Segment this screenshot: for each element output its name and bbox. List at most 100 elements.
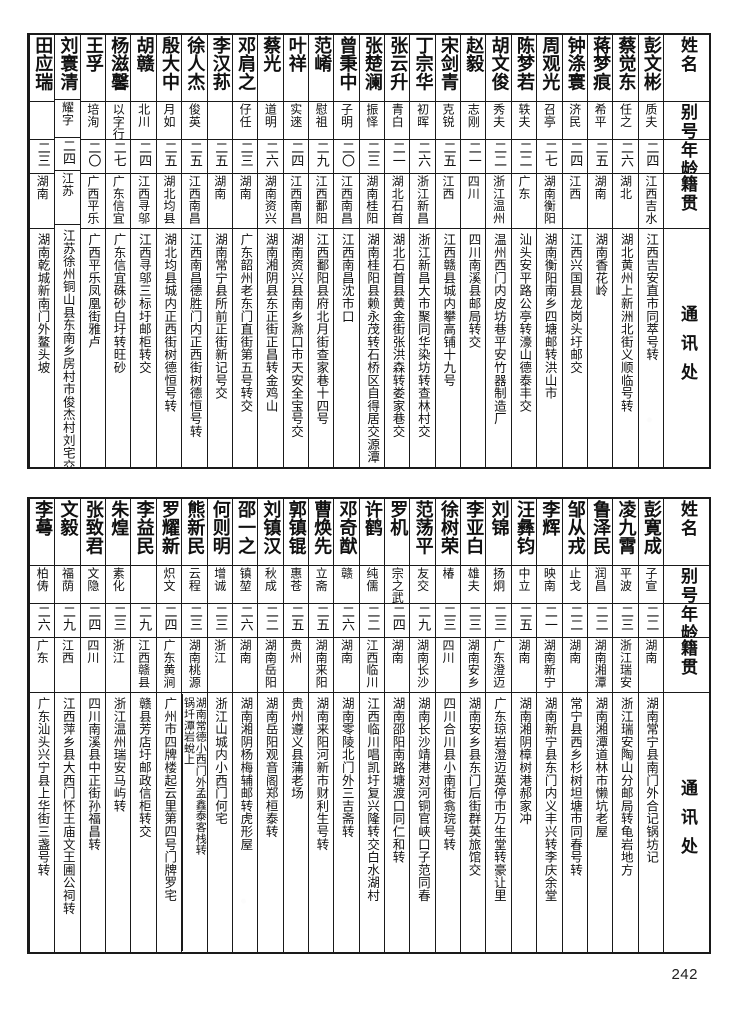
entry-alias: 济民 xyxy=(562,101,587,139)
entry-native-place: 江西 xyxy=(55,637,80,692)
entry-alias: 惠苍 xyxy=(283,565,308,603)
entry-age: 二七 xyxy=(537,139,562,173)
entry-alias: 平波 xyxy=(613,565,638,603)
entry-name: 杨滋馨 xyxy=(108,36,130,91)
entry-native-place: 广东 xyxy=(30,637,55,692)
entry-name: 彭寛成 xyxy=(640,500,662,555)
entry-native-place: 江西寻邬 xyxy=(131,173,156,228)
entry-native-place: 湖北石首 xyxy=(385,173,410,228)
entry-age: 二二 xyxy=(587,603,613,637)
roster-entry-column: 宋剑青 克锐 二五 江西 江西赣县城内攀高铺十九号 xyxy=(434,35,461,467)
header-cell-native_place: 籍贯 xyxy=(664,637,709,692)
entry-alias: 道明 xyxy=(258,101,283,139)
entry-native-place: 浙江温州 xyxy=(486,173,511,228)
entry-native-place: 广东信宜 xyxy=(106,173,131,228)
entry-age: 二四 xyxy=(385,603,410,637)
entry-native-place: 湖南 xyxy=(232,173,258,228)
entry-age: 二一 xyxy=(537,603,562,637)
entry-name: 周观光 xyxy=(539,36,561,91)
entry-address: 湖北均县城内正西街树德恒号转 xyxy=(156,228,182,467)
roster-entry-column: 李蕚 柏俦 二六 广东 广东汕头兴宁县上华街三盏号转 xyxy=(29,499,55,952)
entry-address: 江西寻邬三标圩邮柜转交 xyxy=(131,228,156,467)
entry-age: 二二 xyxy=(562,603,587,637)
entry-age: 二四 xyxy=(156,603,182,637)
entry-name: 李汉荪 xyxy=(209,36,231,91)
entry-age: 二五 xyxy=(182,139,207,173)
entry-alias: 秀夫 xyxy=(486,101,511,139)
roster-entry-column: 钟涤寰 济民 二四 江西 江西兴国县龙岗头圩邮交 xyxy=(561,35,587,467)
header-cell-age: 年龄 xyxy=(664,139,709,173)
roster-entry-column: 张致君 文隐 二四 四川 四川南溪县中正街孙福昌转 xyxy=(79,499,106,952)
entry-alias: 克锐 xyxy=(435,101,461,139)
entry-native-place: 贵州 xyxy=(283,637,308,692)
roster-entry-column: 张楚澜 振怿 二三 湖南桂阳 湖南桂阳县赖永茂转石桥区自得居交源潭 xyxy=(358,35,385,467)
entry-alias: 实逨 xyxy=(283,101,308,139)
entry-alias: 增诚 xyxy=(207,565,232,603)
entry-name: 胡赣 xyxy=(133,36,155,73)
entry-age: 二三 xyxy=(106,603,131,637)
entry-name: 邓奇猷 xyxy=(336,500,358,555)
roster-entry-column: 鲁泽民 润昌 二二 湖南湘潭 湖南湘潭道林市懒坑老屋 xyxy=(586,499,613,952)
entry-address: 常宁县西乡杉树坦塘市同春号转 xyxy=(562,692,587,952)
entry-alias: 福荫 xyxy=(55,565,80,603)
entry-name: 范崤 xyxy=(311,36,333,73)
header-cell-alias: 别号 xyxy=(664,101,709,139)
entry-native-place: 江苏 xyxy=(55,169,80,224)
entry-address: 湖南湘阴樟树港郝家冲 xyxy=(511,692,537,952)
entry-age: 二七 xyxy=(106,139,131,173)
entry-name: 郭镇锟 xyxy=(285,500,307,555)
entry-native-place: 湖南 xyxy=(587,173,613,228)
entry-age: 二九 xyxy=(308,139,334,173)
entry-native-place: 湖南桃源 xyxy=(182,637,207,692)
entry-age: 二三 xyxy=(435,603,461,637)
entry-name: 王孚 xyxy=(82,36,104,73)
entry-age: 二三 xyxy=(207,603,232,637)
entry-alias: 子明 xyxy=(334,101,359,139)
entry-native-place: 浙江瑞安 xyxy=(613,637,638,692)
entry-name: 李辉 xyxy=(539,500,561,537)
header-cell-age: 年龄 xyxy=(664,603,709,637)
entry-native-place: 湖南衡阳 xyxy=(537,173,562,228)
entry-native-place: 湖南 xyxy=(511,637,537,692)
roster-entry-column: 范崤 慰祖 二九 江西鄱阳 江西鄱阳县府北月街查家巷十四号 xyxy=(307,35,334,467)
roster-entry-column: 陈梦若 轶夫 二二 广东 汕头安平路公亭转濠山德泰丰交 xyxy=(510,35,537,467)
entry-age: 二一 xyxy=(385,139,410,173)
entry-age: 二六 xyxy=(410,139,435,173)
entry-address: 湖南邵阳南路塘渡口同仁和转 xyxy=(385,692,410,952)
entry-alias: 振怿 xyxy=(359,101,385,139)
entry-native-place: 广东澄迈 xyxy=(486,637,511,692)
roster-entry-column: 曾秉中 子明 二〇 江西南昌 江西南昌沈市口 xyxy=(333,35,359,467)
entry-native-place: 江西南昌 xyxy=(182,173,207,228)
roster-entry-column: 邓奇猷赣二六 湖南 湖南零陵北门外三吉斋转 xyxy=(333,499,359,952)
roster-entry-column: 李益民 二九 江西赣县 赣县芳店圩邮政信柜转交 xyxy=(130,499,156,952)
entry-address: 广西平乐凤凰街雅卢 xyxy=(80,228,106,467)
roster-entry-column: 郭镇锟 惠苍 二五 贵州 贵州遵义县蒲老场 xyxy=(282,499,308,952)
entry-address: 四川南溪县邮局转交 xyxy=(461,228,486,467)
entry-address: 温州西门内皮坊巷平安竹器制造厂 xyxy=(486,228,511,467)
entry-native-place: 湖南 xyxy=(334,637,359,692)
header-cell-name: 姓名 xyxy=(677,36,697,74)
entry-native-place: 广西平乐 xyxy=(80,173,106,228)
entry-native-place: 江西吉水 xyxy=(638,173,663,228)
entry-age: 二二 xyxy=(638,603,663,637)
entry-age: 二三 xyxy=(613,603,638,637)
entry-native-place: 浙江 xyxy=(106,637,131,692)
entry-address: 赣县芳店圩邮政信柜转交 xyxy=(131,692,156,952)
entry-native-place: 湖南岳阳 xyxy=(258,637,283,692)
entry-age: 二二 xyxy=(511,139,537,173)
roster-entry-column: 彭文彬 质夫 二四 江西吉水 江西吉安直市同萃号转 xyxy=(637,35,663,467)
entry-name: 罗机 xyxy=(387,500,409,537)
entry-age: 二〇 xyxy=(80,139,106,173)
entry-alias: 子宣 xyxy=(638,565,663,603)
entry-alias: 任之 xyxy=(613,101,638,139)
entry-alias: 北川 xyxy=(131,101,156,139)
entry-age: 二四 xyxy=(80,603,106,637)
entry-native-place: 湖南资兴 xyxy=(258,173,283,228)
entry-age: 二五 xyxy=(156,139,182,173)
entry-alias: 素化 xyxy=(106,565,131,603)
entry-age: 二三 xyxy=(486,603,511,637)
entry-age: 二五 xyxy=(308,603,334,637)
entry-name: 罗耀新 xyxy=(158,500,180,555)
roster-entry-column: 杨滋馨 以字行 二七 广东信宜 广东信宜硃砂白圩转旺砂 xyxy=(105,35,131,467)
